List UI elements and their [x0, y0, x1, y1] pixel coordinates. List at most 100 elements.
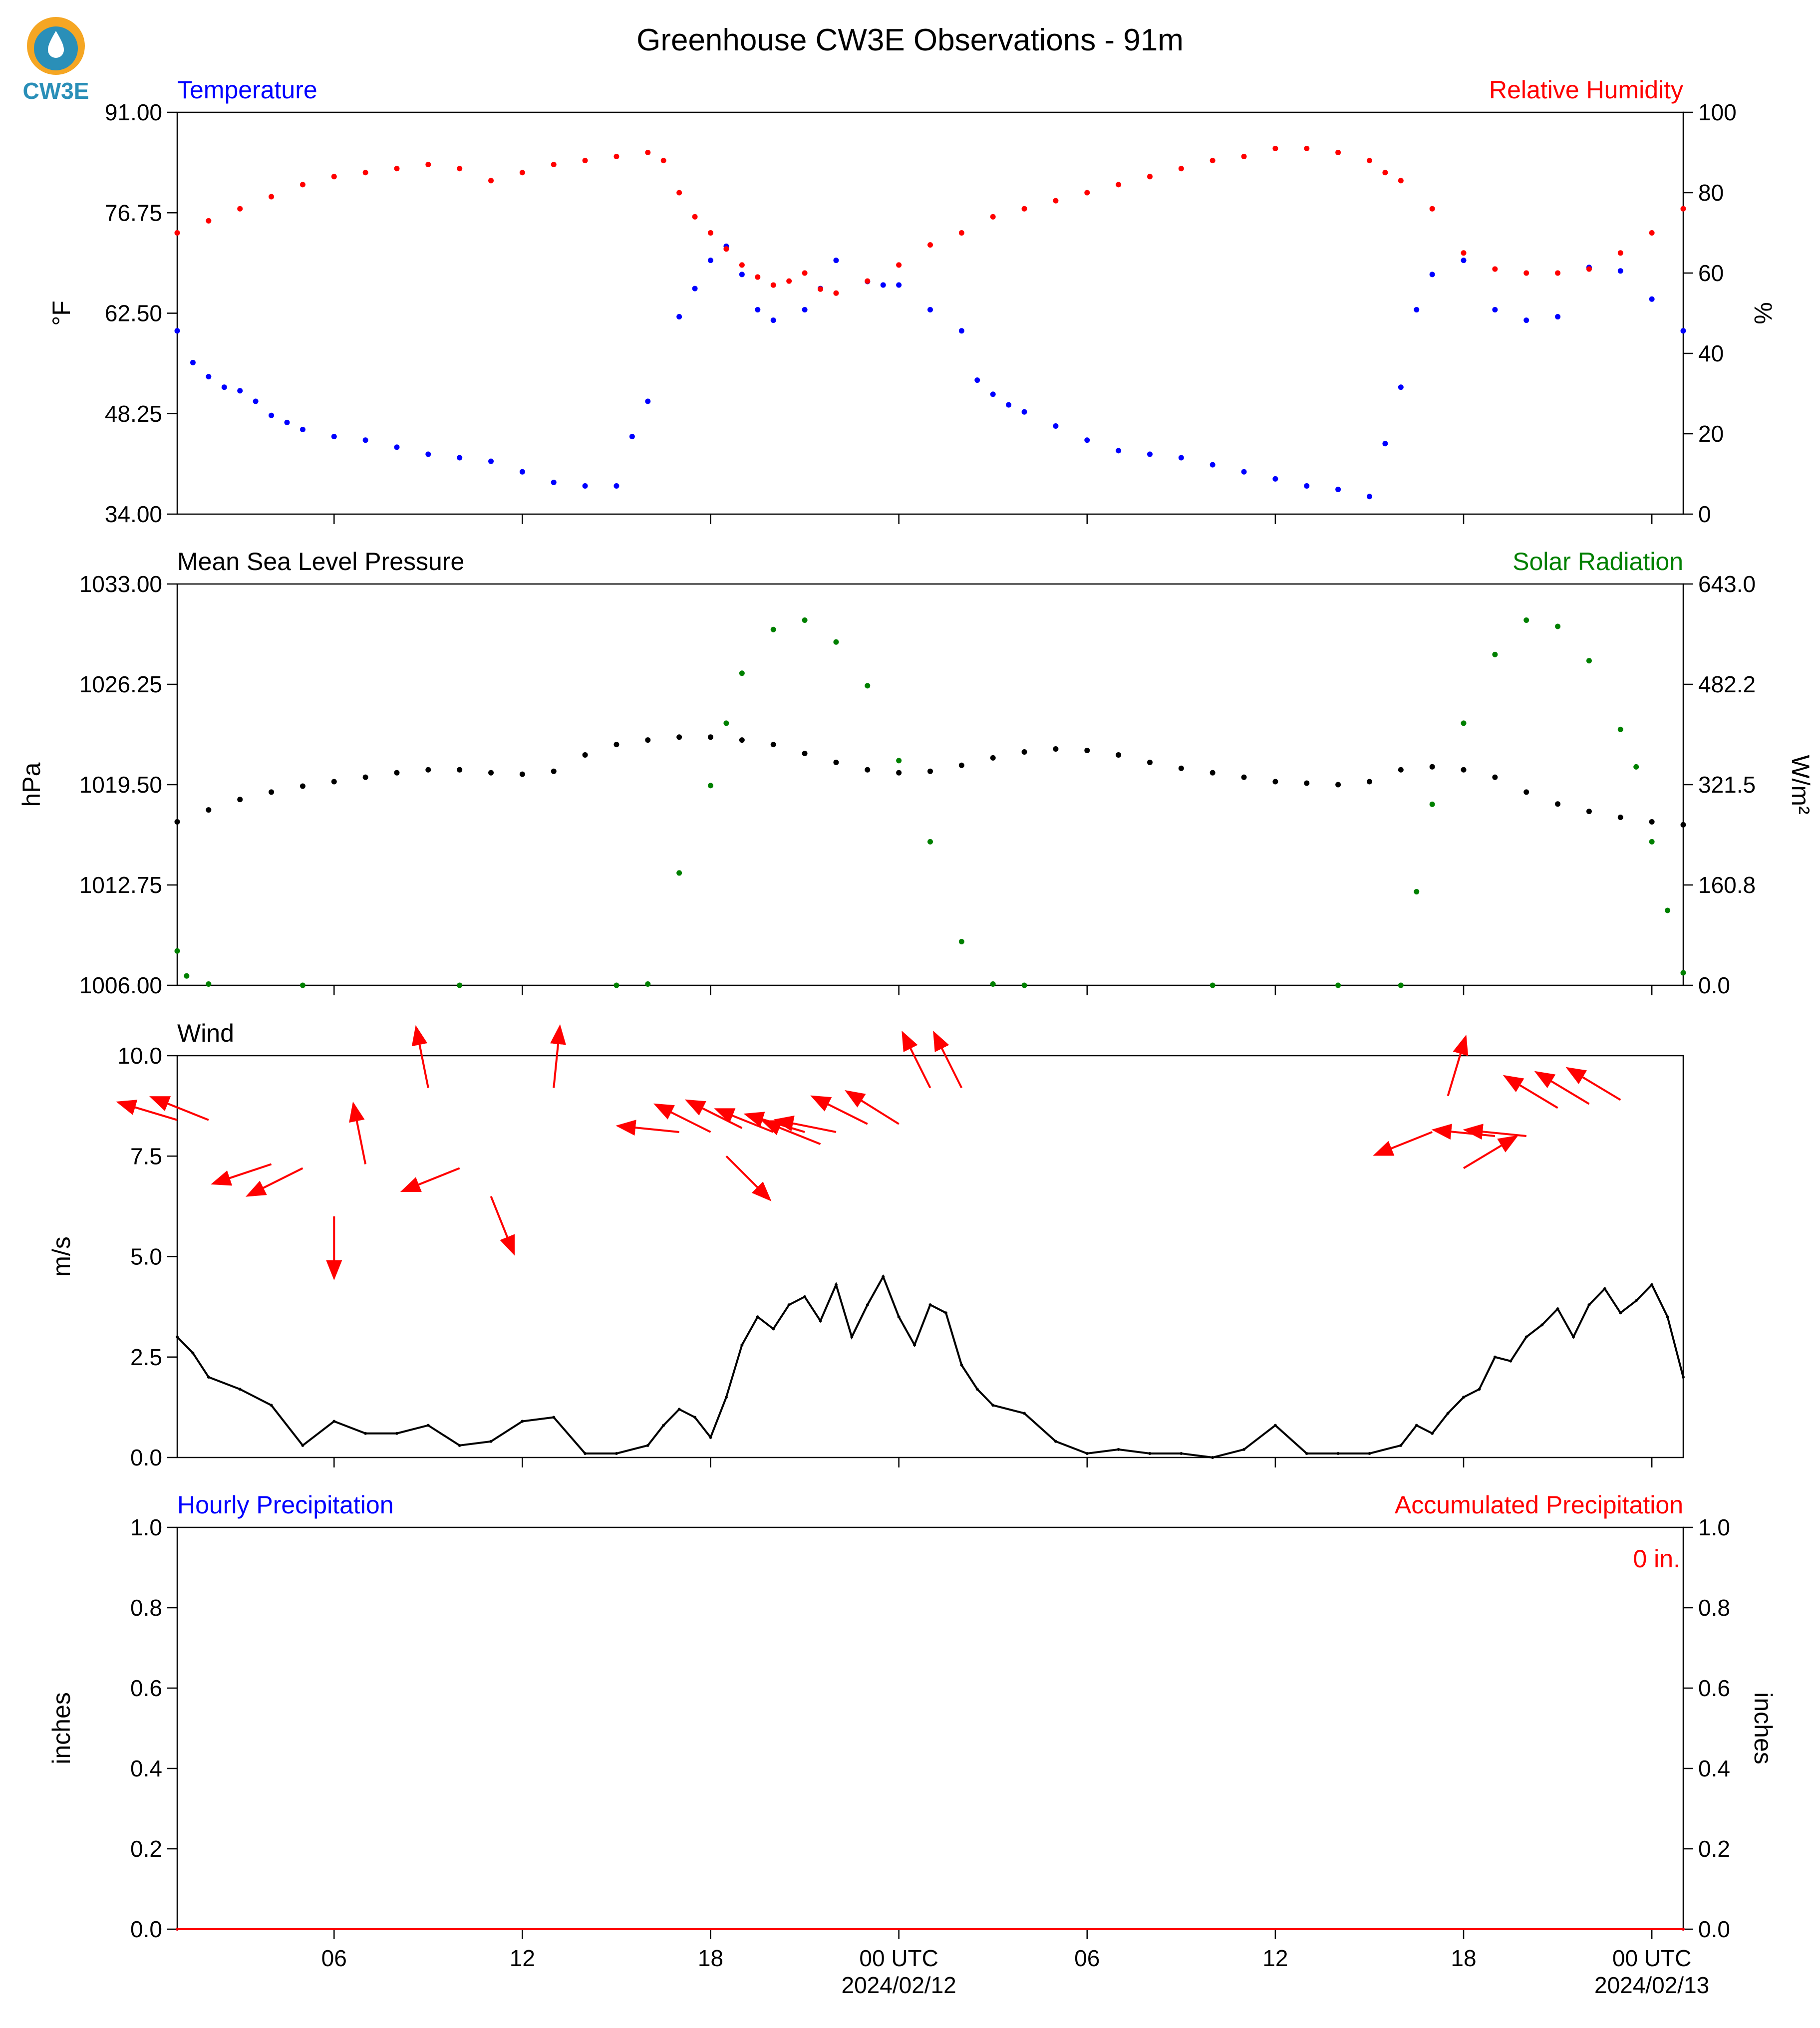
y-tick-label-right: 643.0	[1698, 571, 1756, 597]
logo-text: CW3E	[23, 78, 89, 104]
x-tick-label: 06	[321, 1945, 347, 1971]
data-point	[1180, 1451, 1183, 1455]
y-tick-label-right: 1.0	[1698, 1514, 1730, 1540]
data-point	[740, 1343, 744, 1347]
y-tick-label-right: 0.0	[1698, 1916, 1730, 1942]
y-tick-label-right: 160.8	[1698, 872, 1756, 898]
data-point	[1053, 198, 1059, 204]
data-point	[1586, 266, 1592, 272]
data-point	[207, 1376, 210, 1379]
data-point	[1682, 1376, 1685, 1379]
data-point	[1382, 170, 1388, 176]
data-point	[913, 1343, 916, 1347]
panel-temperature-humidity: 91.00 76.75 62.50 48.25 34.00 100 80 60 40 20 0 Tem…	[47, 76, 1777, 527]
data-point	[1665, 907, 1671, 913]
y-tick-label-left: 1019.50	[79, 772, 162, 798]
data-point	[1524, 1335, 1528, 1339]
data-point	[1649, 230, 1655, 236]
logo-drop-icon	[48, 31, 64, 58]
data-point	[1523, 617, 1529, 623]
wind-arrow	[902, 1030, 931, 1089]
panel-title-right: Relative Humidity	[1489, 76, 1683, 104]
data-point	[866, 1303, 869, 1307]
data-point	[1335, 150, 1341, 155]
data-point	[1414, 888, 1420, 894]
data-point	[1053, 746, 1059, 752]
data-point	[897, 1315, 901, 1319]
data-point	[1021, 982, 1027, 988]
data-point	[1431, 1432, 1434, 1435]
data-point	[1414, 306, 1420, 312]
data-point	[1398, 178, 1404, 184]
wind-arrow	[1431, 1124, 1496, 1140]
data-point	[237, 797, 243, 803]
data-point	[301, 1444, 304, 1447]
data-point	[1649, 839, 1655, 845]
data-point	[1335, 782, 1341, 788]
x-tick-label: 18	[1451, 1945, 1476, 1971]
y-tick-label-left: 1006.00	[79, 972, 162, 998]
y-tick-label-left: 2.5	[130, 1344, 162, 1370]
plot-frame	[176, 1055, 1684, 1458]
data-point	[692, 286, 698, 291]
data-point	[1023, 1412, 1026, 1415]
wind-arrow	[615, 1120, 679, 1136]
data-point	[176, 1928, 179, 1931]
data-point	[1523, 270, 1529, 276]
data-point	[1619, 1311, 1622, 1315]
data-point	[676, 734, 682, 740]
series-line	[176, 1274, 1684, 1459]
data-point	[1021, 749, 1027, 755]
data-point	[692, 214, 698, 220]
data-point	[176, 1335, 179, 1339]
data-point	[990, 391, 996, 397]
data-point	[458, 1444, 461, 1447]
data-point	[1053, 423, 1059, 429]
data-point	[300, 427, 305, 433]
data-point	[582, 483, 588, 489]
data-point	[1555, 801, 1561, 807]
data-point	[1178, 166, 1184, 172]
data-point	[1210, 158, 1215, 164]
data-point	[958, 938, 964, 944]
data-point	[1335, 982, 1341, 988]
data-point	[1492, 651, 1498, 657]
data-point	[645, 981, 651, 987]
data-point	[1084, 190, 1090, 196]
data-point	[1368, 1451, 1371, 1455]
data-point	[425, 767, 431, 773]
data-point	[708, 783, 714, 789]
data-point	[1540, 1323, 1544, 1327]
data-point	[865, 683, 871, 689]
data-point	[974, 377, 980, 383]
data-point	[1272, 779, 1278, 785]
data-point	[803, 1295, 807, 1298]
data-point	[582, 752, 588, 758]
x-tick-label: 00 UTC	[1612, 1945, 1691, 1971]
data-point	[1147, 759, 1153, 765]
data-point	[519, 469, 525, 475]
data-point	[990, 981, 996, 987]
data-point	[1398, 767, 1404, 773]
data-point	[833, 258, 839, 264]
data-point	[332, 1420, 336, 1423]
data-point	[1556, 1307, 1559, 1311]
data-point	[613, 483, 619, 489]
y-tick-label-left: 34.00	[105, 501, 162, 527]
data-point	[927, 768, 933, 774]
x-tick-label: 12	[1262, 1945, 1288, 1971]
data-point	[1085, 1451, 1089, 1455]
data-point	[896, 262, 902, 268]
data-point	[896, 758, 902, 764]
data-point	[833, 290, 839, 296]
wind-arrow	[245, 1167, 303, 1197]
data-point	[1462, 1396, 1466, 1399]
data-point	[551, 479, 557, 485]
data-point	[174, 948, 180, 954]
data-point	[787, 1303, 791, 1307]
y-axis-title-left: hPa	[17, 762, 45, 807]
y-tick-label-right: 60	[1698, 260, 1724, 286]
data-point	[1304, 483, 1310, 489]
panel-title-right: Solar Radiation	[1513, 548, 1683, 576]
